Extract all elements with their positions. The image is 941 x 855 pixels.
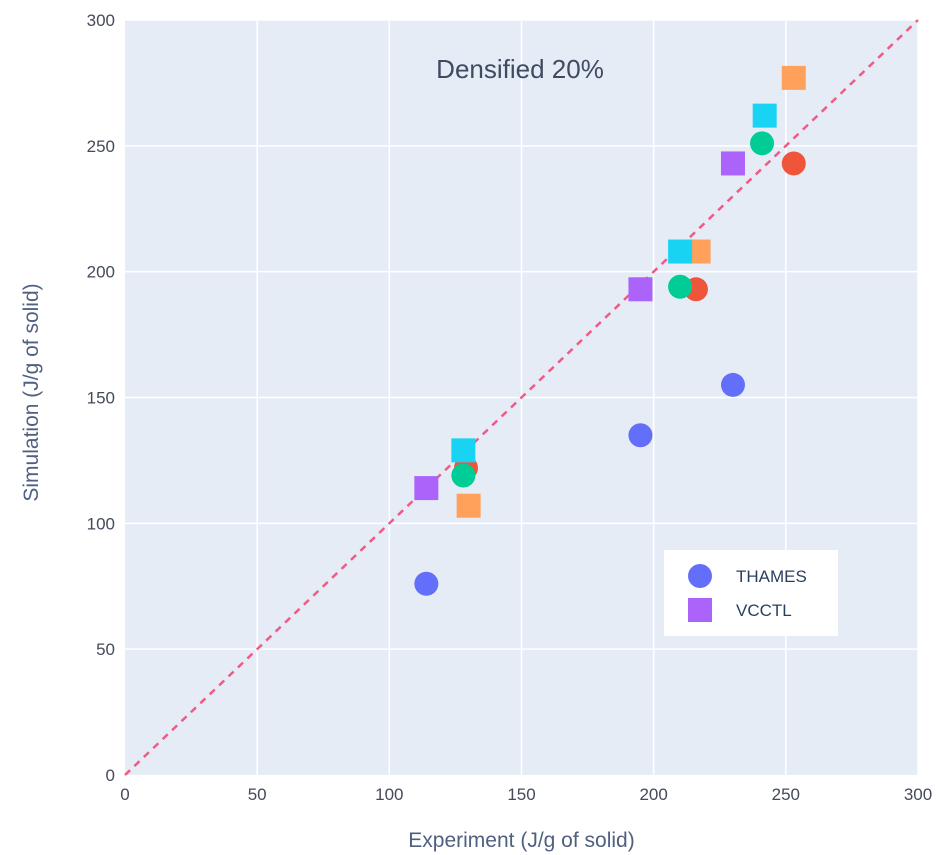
y-tick-label: 200 bbox=[87, 263, 115, 282]
chart-annotation: Densified 20% bbox=[436, 54, 604, 84]
x-tick-label: 0 bbox=[120, 785, 129, 804]
x-tick-label: 50 bbox=[248, 785, 267, 804]
y-tick-label: 250 bbox=[87, 137, 115, 156]
x-axis-title: Experiment (J/g of solid) bbox=[408, 829, 634, 852]
legend-label: VCCTL bbox=[736, 601, 792, 620]
y-tick-label: 50 bbox=[96, 640, 115, 659]
data-point-square[interactable] bbox=[628, 277, 653, 302]
data-point-square[interactable] bbox=[720, 151, 745, 176]
y-axis-ticks: 0 50 100 150 200 250 300 bbox=[87, 11, 115, 785]
x-tick-label: 200 bbox=[639, 785, 667, 804]
x-tick-label: 250 bbox=[772, 785, 800, 804]
legend-box bbox=[664, 550, 838, 636]
data-point-square[interactable] bbox=[668, 239, 693, 264]
legend[interactable]: THAMES VCCTL bbox=[664, 550, 838, 636]
y-axis-title: Simulation (J/g of solid) bbox=[20, 283, 43, 501]
x-tick-label: 150 bbox=[507, 785, 535, 804]
data-point-circle[interactable] bbox=[720, 372, 745, 397]
data-point-circle[interactable] bbox=[414, 571, 439, 596]
legend-swatch-square bbox=[688, 598, 712, 622]
diagonal-reference-line bbox=[124, 19, 919, 776]
data-point-circle[interactable] bbox=[750, 131, 775, 156]
y-tick-label: 0 bbox=[106, 766, 115, 785]
data-point-square[interactable] bbox=[686, 239, 711, 264]
data-point-circle[interactable] bbox=[451, 463, 476, 488]
data-point-square[interactable] bbox=[752, 103, 777, 128]
y-tick-label: 150 bbox=[87, 389, 115, 408]
data-point-square[interactable] bbox=[456, 493, 481, 518]
data-point-square[interactable] bbox=[781, 65, 806, 90]
data-points bbox=[414, 65, 806, 596]
data-point-square[interactable] bbox=[414, 476, 439, 501]
x-tick-label: 100 bbox=[375, 785, 403, 804]
data-point-circle[interactable] bbox=[628, 423, 653, 448]
x-axis-ticks: 0 50 100 150 200 250 300 bbox=[120, 785, 932, 804]
x-tick-label: 300 bbox=[904, 785, 932, 804]
data-point-circle[interactable] bbox=[668, 274, 693, 299]
legend-label: THAMES bbox=[736, 567, 807, 586]
y-tick-label: 300 bbox=[87, 11, 115, 30]
data-point-square[interactable] bbox=[451, 438, 476, 463]
legend-swatch-circle bbox=[688, 564, 712, 588]
data-point-circle[interactable] bbox=[781, 151, 806, 176]
identity-line bbox=[124, 19, 919, 776]
legend-items: THAMES VCCTL bbox=[688, 564, 807, 622]
y-tick-label: 100 bbox=[87, 514, 115, 533]
